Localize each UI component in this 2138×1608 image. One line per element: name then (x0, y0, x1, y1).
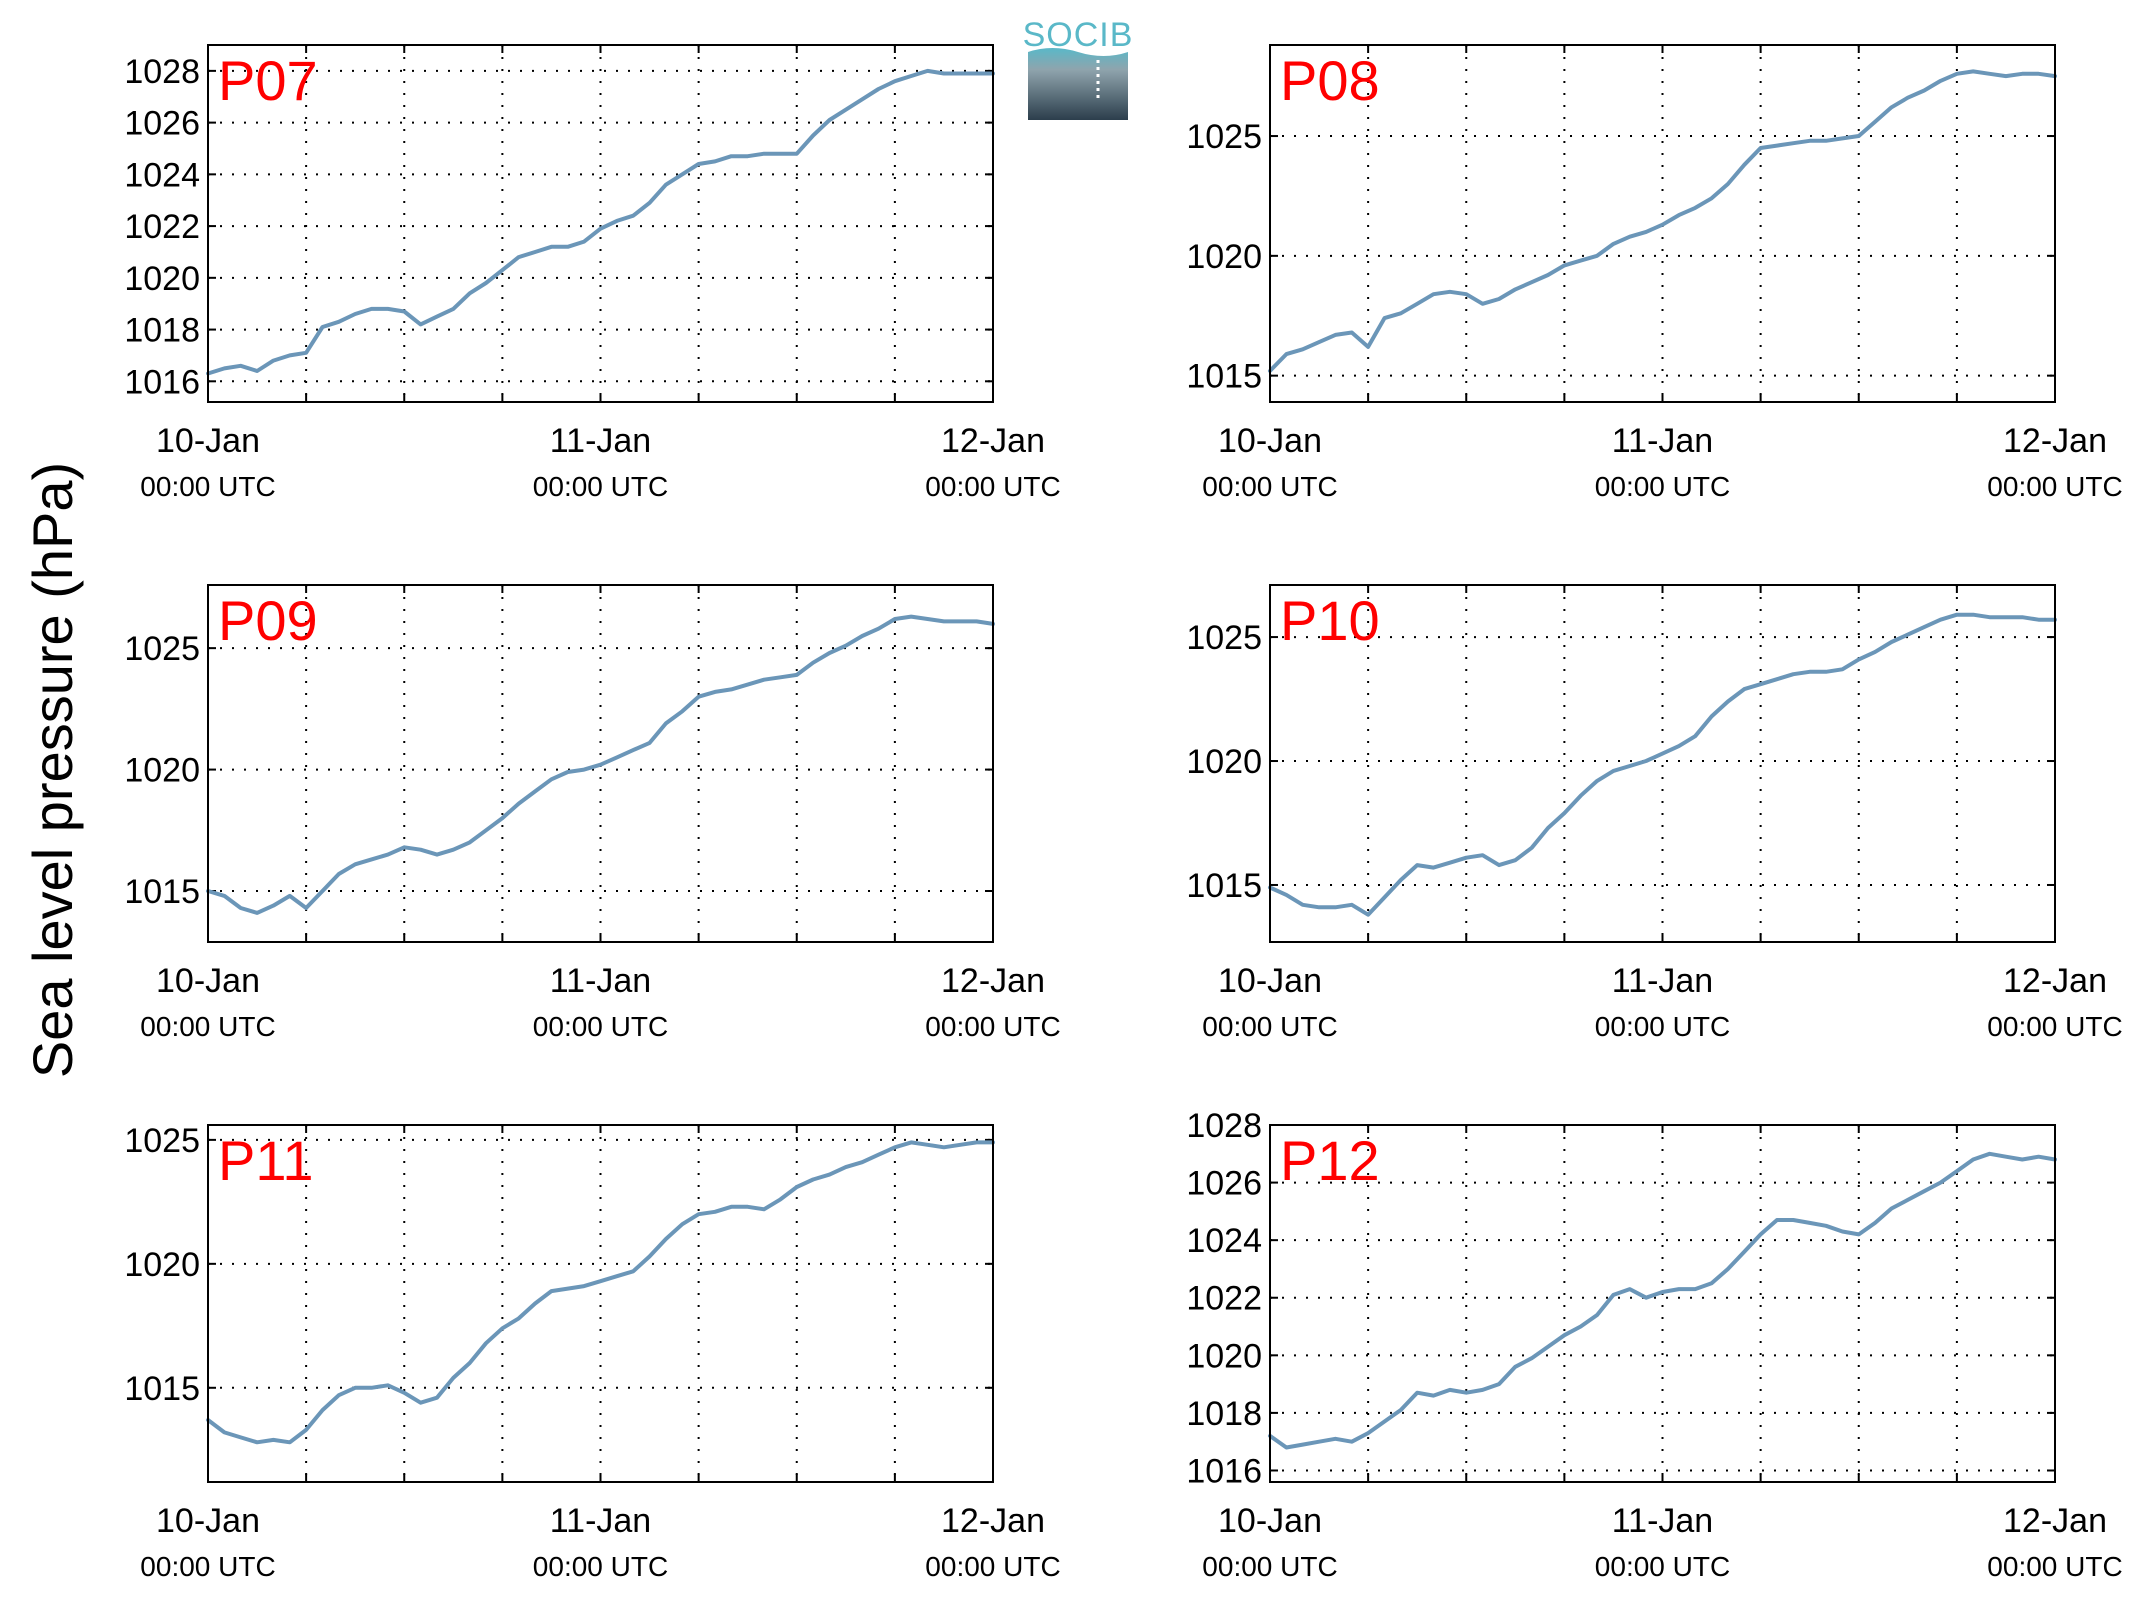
x-tick-time-label: 00:00 UTC (140, 1551, 275, 1582)
x-tick-time-label: 00:00 UTC (1595, 471, 1730, 502)
x-tick-time-label: 00:00 UTC (1595, 1551, 1730, 1582)
panels: 1016 1018 1020 1022 1024 1026 1028 P07 10-Jan 00:… (124, 44, 2123, 1582)
pressure-series-line (206, 68, 995, 376)
station-label: P09 (218, 589, 318, 652)
pressure-series-line (1268, 612, 2057, 917)
plot-frame (207, 1124, 994, 1483)
x-tick-date-label: 12-Jan (941, 962, 1045, 1000)
y-tick-label: 1020 (1186, 1337, 1262, 1375)
panel-p10: 1015 1020 1025 P10 10-Jan 00:00 UTC 11-Jan 00:0… (1186, 584, 2123, 1042)
y-tick-label: 1020 (124, 1246, 200, 1284)
x-tick-time-label: 00:00 UTC (140, 471, 275, 502)
pressure-series-line (1268, 69, 2057, 373)
panel-p11: 1015 1020 1025 P11 10-Jan 00:00 UTC 11-Jan 00:0… (124, 1122, 1060, 1582)
panel-p08: 1015 1020 1025 P08 10-Jan 00:00 UTC 11-Jan 00:0… (1186, 44, 2123, 502)
x-tick-time-label: 00:00 UTC (1987, 1551, 2122, 1582)
y-tick-label: 1025 (124, 630, 200, 668)
plot-frame (1269, 44, 2056, 403)
y-tick-label: 1015 (1186, 867, 1262, 905)
panel-p09: 1015 1020 1025 P09 10-Jan 00:00 UTC 11-Jan 00:0… (124, 584, 1061, 1042)
x-tick-date-label: 11-Jan (550, 422, 651, 460)
x-tick-date-label: 12-Jan (941, 422, 1045, 460)
x-tick-date-label: 12-Jan (941, 1502, 1045, 1540)
y-tick-label: 1028 (1186, 1107, 1262, 1145)
x-tick-date-label: 12-Jan (2003, 1502, 2107, 1540)
y-tick-label: 1016 (124, 363, 200, 401)
x-tick-date-label: 12-Jan (2003, 422, 2107, 460)
socib-logo: SOCIB (1023, 16, 1134, 120)
y-tick-label: 1026 (124, 105, 200, 143)
x-tick-time-label: 00:00 UTC (925, 471, 1060, 502)
station-label: P11 (218, 1129, 313, 1192)
x-tick-date-label: 11-Jan (1612, 1502, 1713, 1540)
y-tick-label: 1025 (1186, 619, 1262, 657)
x-tick-time-label: 00:00 UTC (1987, 471, 2122, 502)
y-tick-label: 1020 (124, 260, 200, 298)
x-tick-date-label: 10-Jan (156, 962, 260, 1000)
pressure-series-line (206, 614, 995, 915)
x-tick-time-label: 00:00 UTC (140, 1011, 275, 1042)
x-tick-date-label: 10-Jan (156, 1502, 260, 1540)
y-tick-label: 1015 (1186, 358, 1262, 396)
y-tick-label: 1022 (124, 208, 200, 246)
y-tick-label: 1025 (124, 1122, 200, 1160)
y-tick-label: 1015 (124, 873, 200, 911)
x-tick-date-label: 11-Jan (1612, 962, 1713, 1000)
station-label: P08 (1280, 49, 1380, 112)
x-tick-date-label: 11-Jan (1612, 422, 1713, 460)
y-tick-label: 1024 (1186, 1222, 1262, 1260)
socib-logo-wave (1028, 48, 1128, 120)
y-tick-label: 1016 (1186, 1452, 1262, 1490)
x-tick-date-label: 10-Jan (1218, 1502, 1322, 1540)
plot-frame (1269, 1124, 2056, 1483)
plot-frame (207, 584, 994, 943)
x-tick-time-label: 00:00 UTC (1202, 471, 1337, 502)
plot-frame (207, 44, 994, 403)
panel-p12: 1016 1018 1020 1022 1024 1026 1028 P12 10-Jan 00:… (1186, 1107, 2122, 1582)
x-tick-time-label: 00:00 UTC (533, 1011, 668, 1042)
x-tick-date-label: 11-Jan (550, 962, 651, 1000)
panel-p07: 1016 1018 1020 1022 1024 1026 1028 P07 10-Jan 00:… (124, 44, 1061, 502)
y-tick-label: 1025 (1186, 118, 1262, 156)
x-tick-date-label: 10-Jan (156, 422, 260, 460)
pressure-series-line (206, 1140, 995, 1445)
x-tick-time-label: 00:00 UTC (925, 1011, 1060, 1042)
station-label: P10 (1280, 589, 1380, 652)
x-tick-date-label: 10-Jan (1218, 422, 1322, 460)
socib-logo-text: SOCIB (1023, 16, 1134, 54)
x-tick-date-label: 11-Jan (550, 1502, 651, 1540)
x-tick-time-label: 00:00 UTC (925, 1551, 1060, 1582)
y-tick-label: 1020 (124, 752, 200, 790)
x-tick-time-label: 00:00 UTC (1595, 1011, 1730, 1042)
y-tick-label: 1018 (124, 312, 200, 350)
x-tick-time-label: 00:00 UTC (1202, 1551, 1337, 1582)
y-tick-label: 1018 (1186, 1395, 1262, 1433)
station-label: P07 (218, 49, 318, 112)
y-tick-label: 1020 (1186, 743, 1262, 781)
y-axis-label: Sea level pressure (hPa) (21, 462, 84, 1078)
y-tick-label: 1028 (124, 53, 200, 91)
x-tick-time-label: 00:00 UTC (1202, 1011, 1337, 1042)
pressure-series-line (1268, 1151, 2057, 1450)
plot-frame (1269, 584, 2056, 943)
x-tick-time-label: 00:00 UTC (533, 471, 668, 502)
y-tick-label: 1015 (124, 1370, 200, 1408)
y-tick-label: 1022 (1186, 1280, 1262, 1318)
y-tick-label: 1024 (124, 156, 200, 194)
station-label: P12 (1280, 1129, 1380, 1192)
y-tick-label: 1026 (1186, 1165, 1262, 1203)
x-tick-date-label: 12-Jan (2003, 962, 2107, 1000)
x-tick-time-label: 00:00 UTC (533, 1551, 668, 1582)
x-tick-time-label: 00:00 UTC (1987, 1011, 2122, 1042)
y-tick-label: 1020 (1186, 238, 1262, 276)
x-tick-date-label: 10-Jan (1218, 962, 1322, 1000)
